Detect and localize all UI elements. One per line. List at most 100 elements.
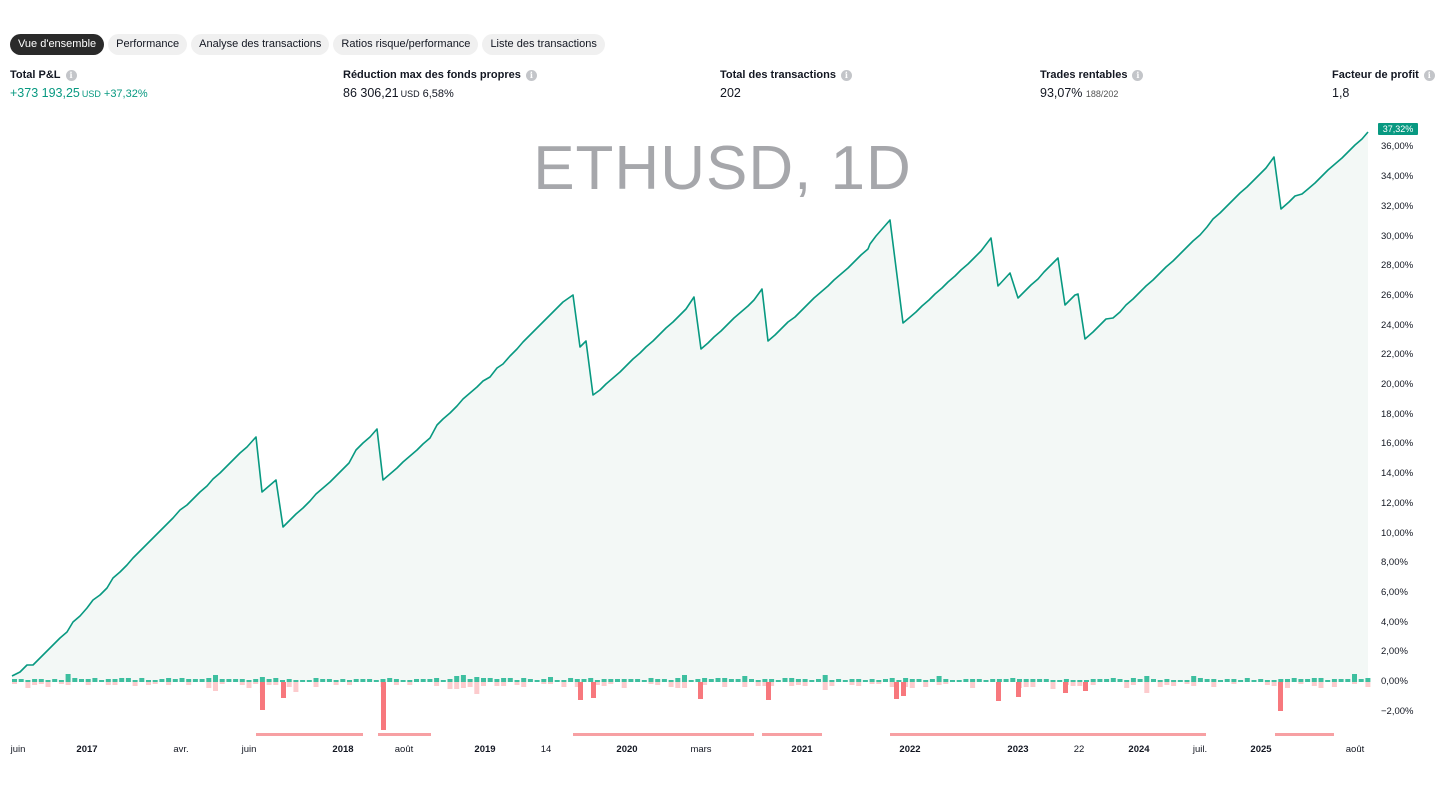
x-tick-label: 2024 — [1128, 744, 1150, 755]
trade-bar-positive — [548, 677, 553, 682]
trade-bar-positive — [152, 680, 158, 682]
trade-bar-positive — [1345, 679, 1351, 682]
trade-bar-negative — [856, 682, 862, 686]
trade-bar-positive — [789, 678, 795, 682]
trade-bar-positive — [970, 679, 976, 682]
trade-bar-negative — [474, 682, 480, 694]
info-icon[interactable]: i — [840, 69, 852, 81]
trade-bar-positive — [1097, 679, 1103, 682]
trade-bar-negative — [675, 682, 681, 688]
trade-bar-negative — [1157, 682, 1163, 687]
y-tick-label: 0,00% — [1381, 676, 1408, 687]
trade-bar-negative — [722, 682, 728, 687]
trade-bar-negative — [1318, 682, 1324, 688]
trade-bar-negative — [467, 682, 473, 687]
tab-vue-d-ensemble[interactable]: Vue d'ensemble — [10, 34, 105, 55]
trade-bar-negative — [58, 682, 64, 684]
y-tick-label: −2,00% — [1381, 705, 1414, 717]
stat-unit: USD — [81, 89, 101, 99]
trade-bar-positive — [1117, 679, 1123, 682]
trade-bar-positive — [1298, 679, 1304, 682]
trade-bar-positive — [1037, 679, 1043, 682]
tab-ratios-risque-performance[interactable]: Ratios risque/performance — [333, 34, 479, 55]
trade-bar-positive — [306, 680, 312, 682]
y-tick-label: 24,00% — [1381, 319, 1414, 331]
trade-bar-positive — [333, 680, 339, 682]
trade-bar-positive — [1137, 679, 1143, 682]
tab-analyse-des-transactions[interactable]: Analyse des transactions — [191, 34, 330, 55]
trade-bar-positive — [1358, 679, 1364, 682]
y-tick-label: 26,00% — [1381, 289, 1414, 301]
trade-bar-positive — [326, 679, 332, 682]
trade-bar-negative — [1164, 682, 1170, 685]
trade-bar-positive — [1017, 679, 1022, 682]
y-tick-label: 10,00% — [1381, 527, 1414, 539]
trade-bar-positive — [494, 679, 500, 682]
trade-bar-negative — [1063, 682, 1069, 685]
trade-bar-negative — [601, 682, 607, 686]
info-icon[interactable]: i — [525, 69, 537, 81]
trade-bar-positive — [615, 679, 620, 682]
trade-bar-positive — [1124, 680, 1130, 682]
trade-bar-positive — [447, 679, 453, 682]
trade-bar-large-loss — [1278, 682, 1283, 711]
trade-bar-positive — [521, 678, 527, 682]
trade-bar-positive — [146, 680, 151, 682]
trade-bar-negative — [393, 682, 399, 685]
trade-bar-positive — [58, 680, 64, 682]
trade-bar-positive — [1063, 679, 1069, 682]
x-tick-label: 2021 — [791, 744, 813, 755]
trade-bar-positive — [755, 680, 761, 682]
trade-bar-negative — [1264, 682, 1270, 685]
trade-bar-positive — [179, 678, 185, 682]
trade-bar-positive — [950, 680, 955, 682]
trade-bar-large-loss — [381, 682, 386, 730]
stat-value: 202 — [720, 86, 741, 100]
trade-bar-positive — [1218, 680, 1223, 682]
trade-bar-negative — [909, 682, 915, 688]
trade-bar-positive — [1271, 680, 1277, 682]
info-icon[interactable]: i — [65, 69, 77, 81]
trade-bar-positive — [1211, 679, 1217, 682]
info-icon[interactable]: i — [1423, 69, 1435, 81]
trade-bar-negative — [1030, 682, 1036, 687]
trade-bar-positive — [367, 679, 373, 682]
y-tick-label: 18,00% — [1381, 408, 1414, 420]
trade-bar-negative — [1023, 682, 1029, 687]
trade-bar-positive — [1278, 679, 1284, 682]
trade-bar-positive — [936, 676, 942, 682]
trade-bar-positive — [1177, 680, 1183, 682]
trade-bar-positive — [467, 679, 473, 682]
last-value-badge: 37,32% — [1378, 123, 1418, 135]
trade-bar-positive — [1305, 679, 1311, 682]
y-tick-label: 8,00% — [1381, 557, 1408, 569]
trade-bar-positive — [1264, 680, 1270, 682]
trade-bar-negative — [1090, 682, 1096, 685]
trade-bar-positive — [52, 679, 58, 682]
trade-bar-negative — [32, 682, 38, 685]
trade-bar-positive — [715, 678, 721, 682]
trade-bar-positive — [534, 680, 540, 682]
info-icon[interactable]: i — [1132, 69, 1144, 81]
trade-bar-positive — [554, 680, 560, 682]
trade-bar-negative — [1144, 682, 1150, 693]
equity-line — [11, 131, 1369, 677]
x-tick-label: mars — [690, 744, 712, 755]
trade-bar-positive — [782, 678, 788, 682]
trade-bar-negative — [1077, 682, 1083, 686]
drawdown-period-band — [890, 733, 1206, 736]
trade-bar-negative — [541, 682, 547, 684]
trade-bar-positive — [400, 680, 406, 682]
tab-performance[interactable]: Performance — [108, 34, 188, 55]
tab-liste-des-transactions[interactable]: Liste des transactions — [482, 34, 605, 55]
trade-bar-negative — [1130, 682, 1136, 685]
trade-bar-large-loss — [281, 682, 286, 698]
trade-bar-positive — [414, 679, 419, 682]
trade-bar-positive — [487, 678, 493, 682]
trade-bar-positive — [1171, 680, 1177, 682]
trade-bar-positive — [514, 680, 520, 682]
trade-bar-negative — [762, 682, 768, 686]
trade-bar-positive — [541, 679, 547, 682]
trade-bar-negative — [286, 682, 292, 687]
